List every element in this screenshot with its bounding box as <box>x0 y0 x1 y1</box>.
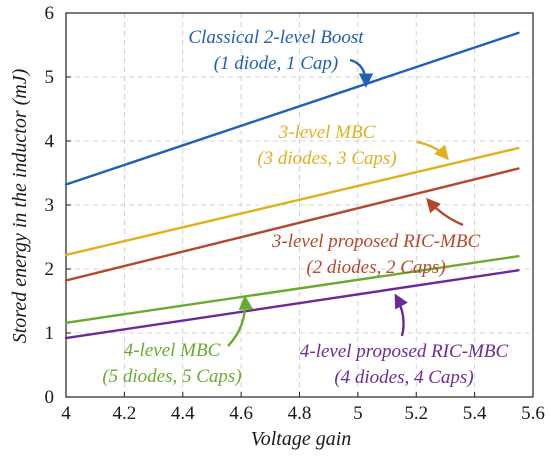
y-tick-label: 6 <box>45 3 55 24</box>
annotation-detail-ric4: (4 diodes, 4 Caps) <box>334 367 473 388</box>
y-tick-label: 1 <box>45 323 55 344</box>
x-tick-label: 5 <box>353 403 363 424</box>
x-tick-label: 5.4 <box>463 403 487 424</box>
annotation-arrow-ric3 <box>426 197 464 227</box>
annotation-arrow-boost <box>349 58 374 88</box>
axis-ticks: 4 4.2 4.4 4.6 4.8 5 5.2 5.4 5.6 0 1 2 3 4 5 6 <box>45 3 545 424</box>
annotation-boost: Classical 2-level Boost (1 diode, 1 Cap) <box>188 27 374 88</box>
x-tick-label: 4.2 <box>113 403 137 424</box>
x-tick-label: 4 <box>61 403 71 424</box>
annotation-arrow-mbc4 <box>227 295 253 347</box>
x-tick-label: 4.6 <box>229 403 253 424</box>
annotation-arrow-mbc3 <box>416 140 449 161</box>
annotation-label-ric3: 3-level proposed RIC-MBC <box>271 231 481 252</box>
series-line-boost <box>64 31 520 186</box>
x-axis-label: Voltage gain <box>251 428 352 450</box>
annotation-detail-ric3: (2 diodes, 2 Caps) <box>306 257 445 278</box>
y-tick-label: 4 <box>45 131 55 152</box>
annotations: Classical 2-level Boost (1 diode, 1 Cap) 3… <box>102 27 508 388</box>
x-tick-label: 5.2 <box>404 403 428 424</box>
annotation-ric3: 3-level proposed RIC-MBC (2 diodes, 2 Cap… <box>271 197 481 278</box>
grid-lines <box>66 13 533 397</box>
x-tick-label: 4.8 <box>288 403 312 424</box>
annotation-detail-boost: (1 diode, 1 Cap) <box>214 53 339 74</box>
series-line-mbc4 <box>64 255 520 324</box>
y-tick-label: 0 <box>45 387 55 408</box>
y-tick-label: 2 <box>45 259 55 280</box>
annotation-label-mbc3: 3-level MBC <box>278 122 376 143</box>
annotation-detail-mbc4: (5 diodes, 5 Caps) <box>102 366 241 387</box>
y-tick-label: 5 <box>45 67 55 88</box>
series-lines <box>64 31 520 340</box>
annotation-label-ric4: 4-level proposed RIC-MBC <box>300 341 509 362</box>
series-line-ric3 <box>64 167 520 282</box>
annotation-ric4: 4-level proposed RIC-MBC (4 diodes, 4 Cap… <box>300 293 509 388</box>
annotation-detail-mbc3: (3 diodes, 3 Caps) <box>257 148 396 169</box>
x-tick-label: 5.6 <box>521 403 545 424</box>
annotation-arrow-ric4 <box>394 293 408 337</box>
annotation-mbc4: 4-level MBC (5 diodes, 5 Caps) <box>102 295 253 387</box>
annotation-label-boost: Classical 2-level Boost <box>188 27 364 48</box>
x-tick-label: 4.4 <box>171 403 195 424</box>
y-tick-label: 3 <box>45 195 55 216</box>
series-line-mbc3 <box>64 146 520 257</box>
series-line-ric4 <box>64 269 520 340</box>
annotation-label-mbc4: 4-level MBC <box>124 340 221 361</box>
y-axis-label: Stored energy in the inductor (mJ) <box>9 68 31 343</box>
annotation-mbc3: 3-level MBC (3 diodes, 3 Caps) <box>257 122 449 169</box>
